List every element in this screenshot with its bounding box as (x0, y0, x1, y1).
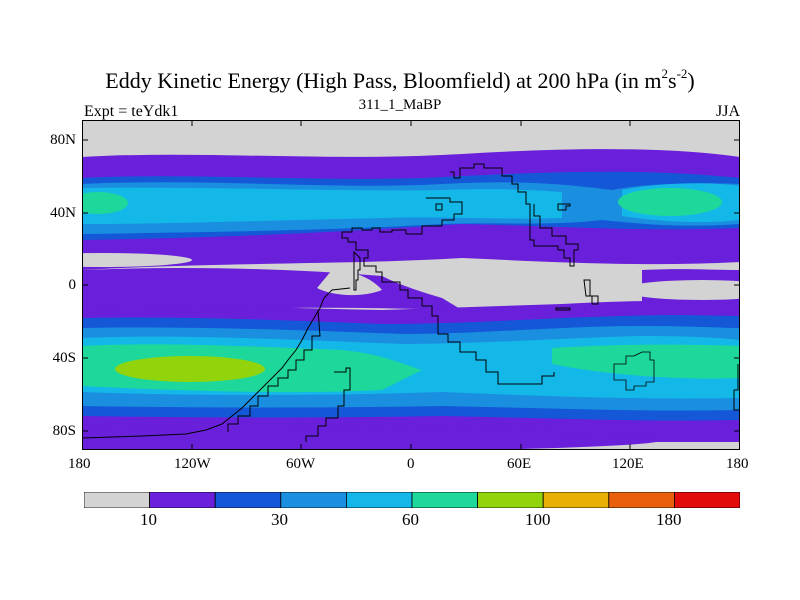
colorbar-label: 100 (525, 510, 551, 529)
y-tick-label: 40N (50, 205, 76, 221)
colorbar-swatch (477, 492, 544, 508)
y-tick-label: 80S (52, 423, 76, 439)
y-tick-label: 0 (68, 277, 77, 293)
map-plot (82, 120, 740, 450)
colorbar-swatch (345, 492, 413, 508)
x-tick-label: 120E (612, 456, 644, 472)
plot-title: Eddy Kinetic Energy (High Pass, Bloomfie… (105, 66, 695, 93)
x-tick-label: 180 (68, 456, 91, 472)
colorbar-swatch (608, 492, 675, 508)
x-tick-label: 180 (726, 456, 749, 472)
colorbar-swatch (411, 492, 478, 508)
season-label: JJA (715, 103, 740, 120)
colorbar-swatch (542, 492, 610, 508)
y-axis-labels: 80N 40N 0 40S 80S (40, 120, 76, 450)
tropical-band (82, 253, 740, 310)
nh-storm-track (82, 149, 740, 270)
y-tick-marks (82, 139, 740, 432)
colorbar-swatch (84, 492, 150, 508)
y-tick-label: 80N (50, 132, 76, 148)
plot-subtitle: 311_1_MaBP (358, 97, 442, 113)
x-tick-label: 120W (174, 456, 211, 472)
x-tick-marks (82, 120, 740, 450)
map-canvas (82, 120, 740, 450)
colorbar-swatches (84, 492, 740, 508)
colorbar-labels: 10 30 60 100 180 (84, 510, 740, 530)
experiment-label: Expt = teYdk1 (84, 103, 179, 120)
colorbar-swatch (280, 492, 347, 508)
colorbar-label: 60 (402, 510, 419, 529)
colorbar-label: 180 (656, 510, 682, 529)
colorbar-label: 10 (140, 510, 157, 529)
colorbar-label: 30 (271, 510, 288, 529)
colorbar (84, 492, 740, 508)
x-tick-label: 60W (286, 456, 316, 472)
x-tick-label: 0 (407, 456, 415, 472)
x-tick-label: 60E (507, 456, 532, 472)
y-tick-label: 40S (52, 350, 76, 366)
colorbar-swatch (674, 492, 740, 508)
x-axis-labels: 180 120W 60W 0 60E 120E 180 (68, 456, 749, 476)
colorbar-swatch (214, 492, 282, 508)
colorbar-swatch (149, 492, 216, 508)
sh-storm-track (82, 300, 740, 442)
coastline-outline (82, 163, 740, 442)
